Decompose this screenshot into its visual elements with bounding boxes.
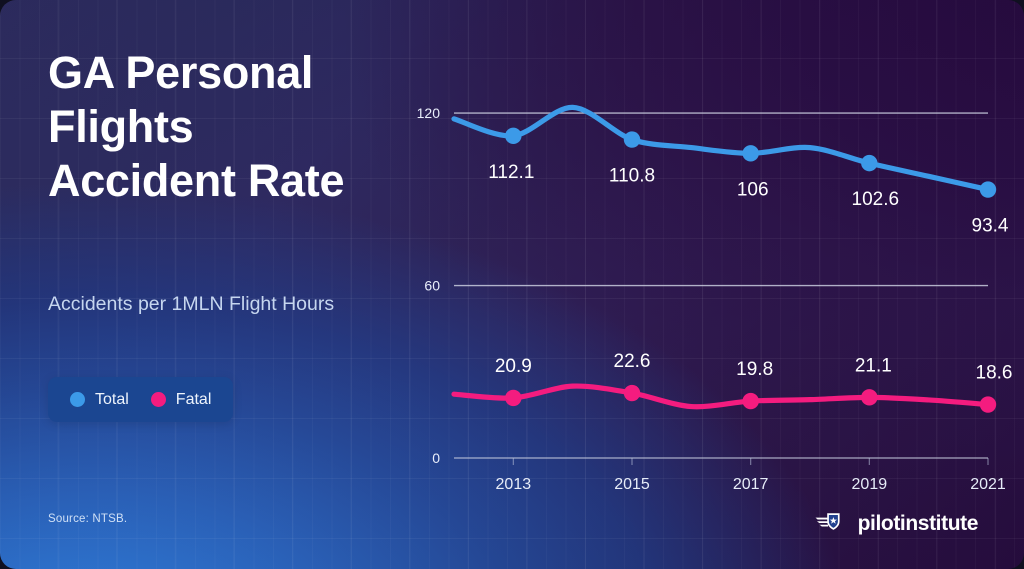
line-chart: 0 60 120 2013 2015 2017 2019 2021 112.1 110.8 10… [392,52,1012,493]
data-label: 93.4 [972,216,1009,237]
series-line-total [451,104,991,193]
page-subtitle: Accidents per 1MLN Flight Hours [48,293,335,315]
data-point-marker[interactable] [505,389,522,407]
x-axis-ticks: 2013 2015 2017 2019 2021 [496,458,1006,493]
brand-name: pilotinstitute [857,511,979,535]
data-point-marker[interactable] [505,127,522,145]
series-line-fatal [451,383,991,410]
data-point-marker[interactable] [623,131,641,148]
data-point-marker[interactable] [979,396,997,413]
data-label: 18.6 [976,363,1013,384]
chart-data-labels: 112.1 110.8 106 102.6 93.4 20.9 22.6 19.8 21.1 18… [488,162,1012,384]
x-axis-tick-label: 2015 [614,476,650,493]
y-axis-tick-label: 0 [432,450,440,466]
data-point-marker[interactable] [742,145,759,162]
data-label: 112.1 [488,162,534,183]
circle-dot-icon [70,392,85,407]
data-point-marker[interactable] [861,389,878,406]
legend-item-fatal[interactable]: Fatal [150,390,212,409]
y-axis-tick-label: 120 [417,105,441,121]
chart-gridlines [454,112,988,459]
y-axis-tick-label: 60 [424,278,440,294]
chart-series [451,104,997,413]
data-point-marker[interactable] [623,384,641,402]
data-point-marker[interactable] [742,392,759,410]
legend-item-total[interactable]: Total [70,391,129,409]
data-label: 102.6 [852,189,900,210]
data-point-marker[interactable] [979,181,997,198]
page-title: GA Personal Flights Accident Rate [48,47,345,206]
y-axis-ticks: 0 60 120 [417,105,441,466]
data-label: 110.8 [609,166,655,187]
data-label: 19.8 [736,359,773,380]
data-label: 22.6 [614,351,651,372]
data-label: 20.9 [495,356,532,377]
x-axis-tick-label: 2013 [496,476,532,493]
legend-item-label: Total [95,390,129,408]
chart-canvas: 0 60 120 2013 2015 2017 2019 2021 112.1 110.8 10… [417,104,1012,493]
data-point-marker[interactable] [861,154,878,172]
data-label: 21.1 [855,355,892,376]
x-axis-tick-label: 2017 [733,476,769,493]
chart-legend: Total Fatal [48,377,234,422]
winged-shield-star-icon [815,510,849,537]
brand-logo[interactable]: pilotinstitute [815,510,978,537]
x-axis-tick-label: 2019 [852,476,888,493]
source-note: Source: NTSB. [48,513,128,525]
x-axis-tick-label: 2021 [970,476,1006,493]
data-label: 106 [737,179,769,200]
legend-item-label: Fatal [175,390,212,408]
circle-dot-icon [150,392,166,407]
